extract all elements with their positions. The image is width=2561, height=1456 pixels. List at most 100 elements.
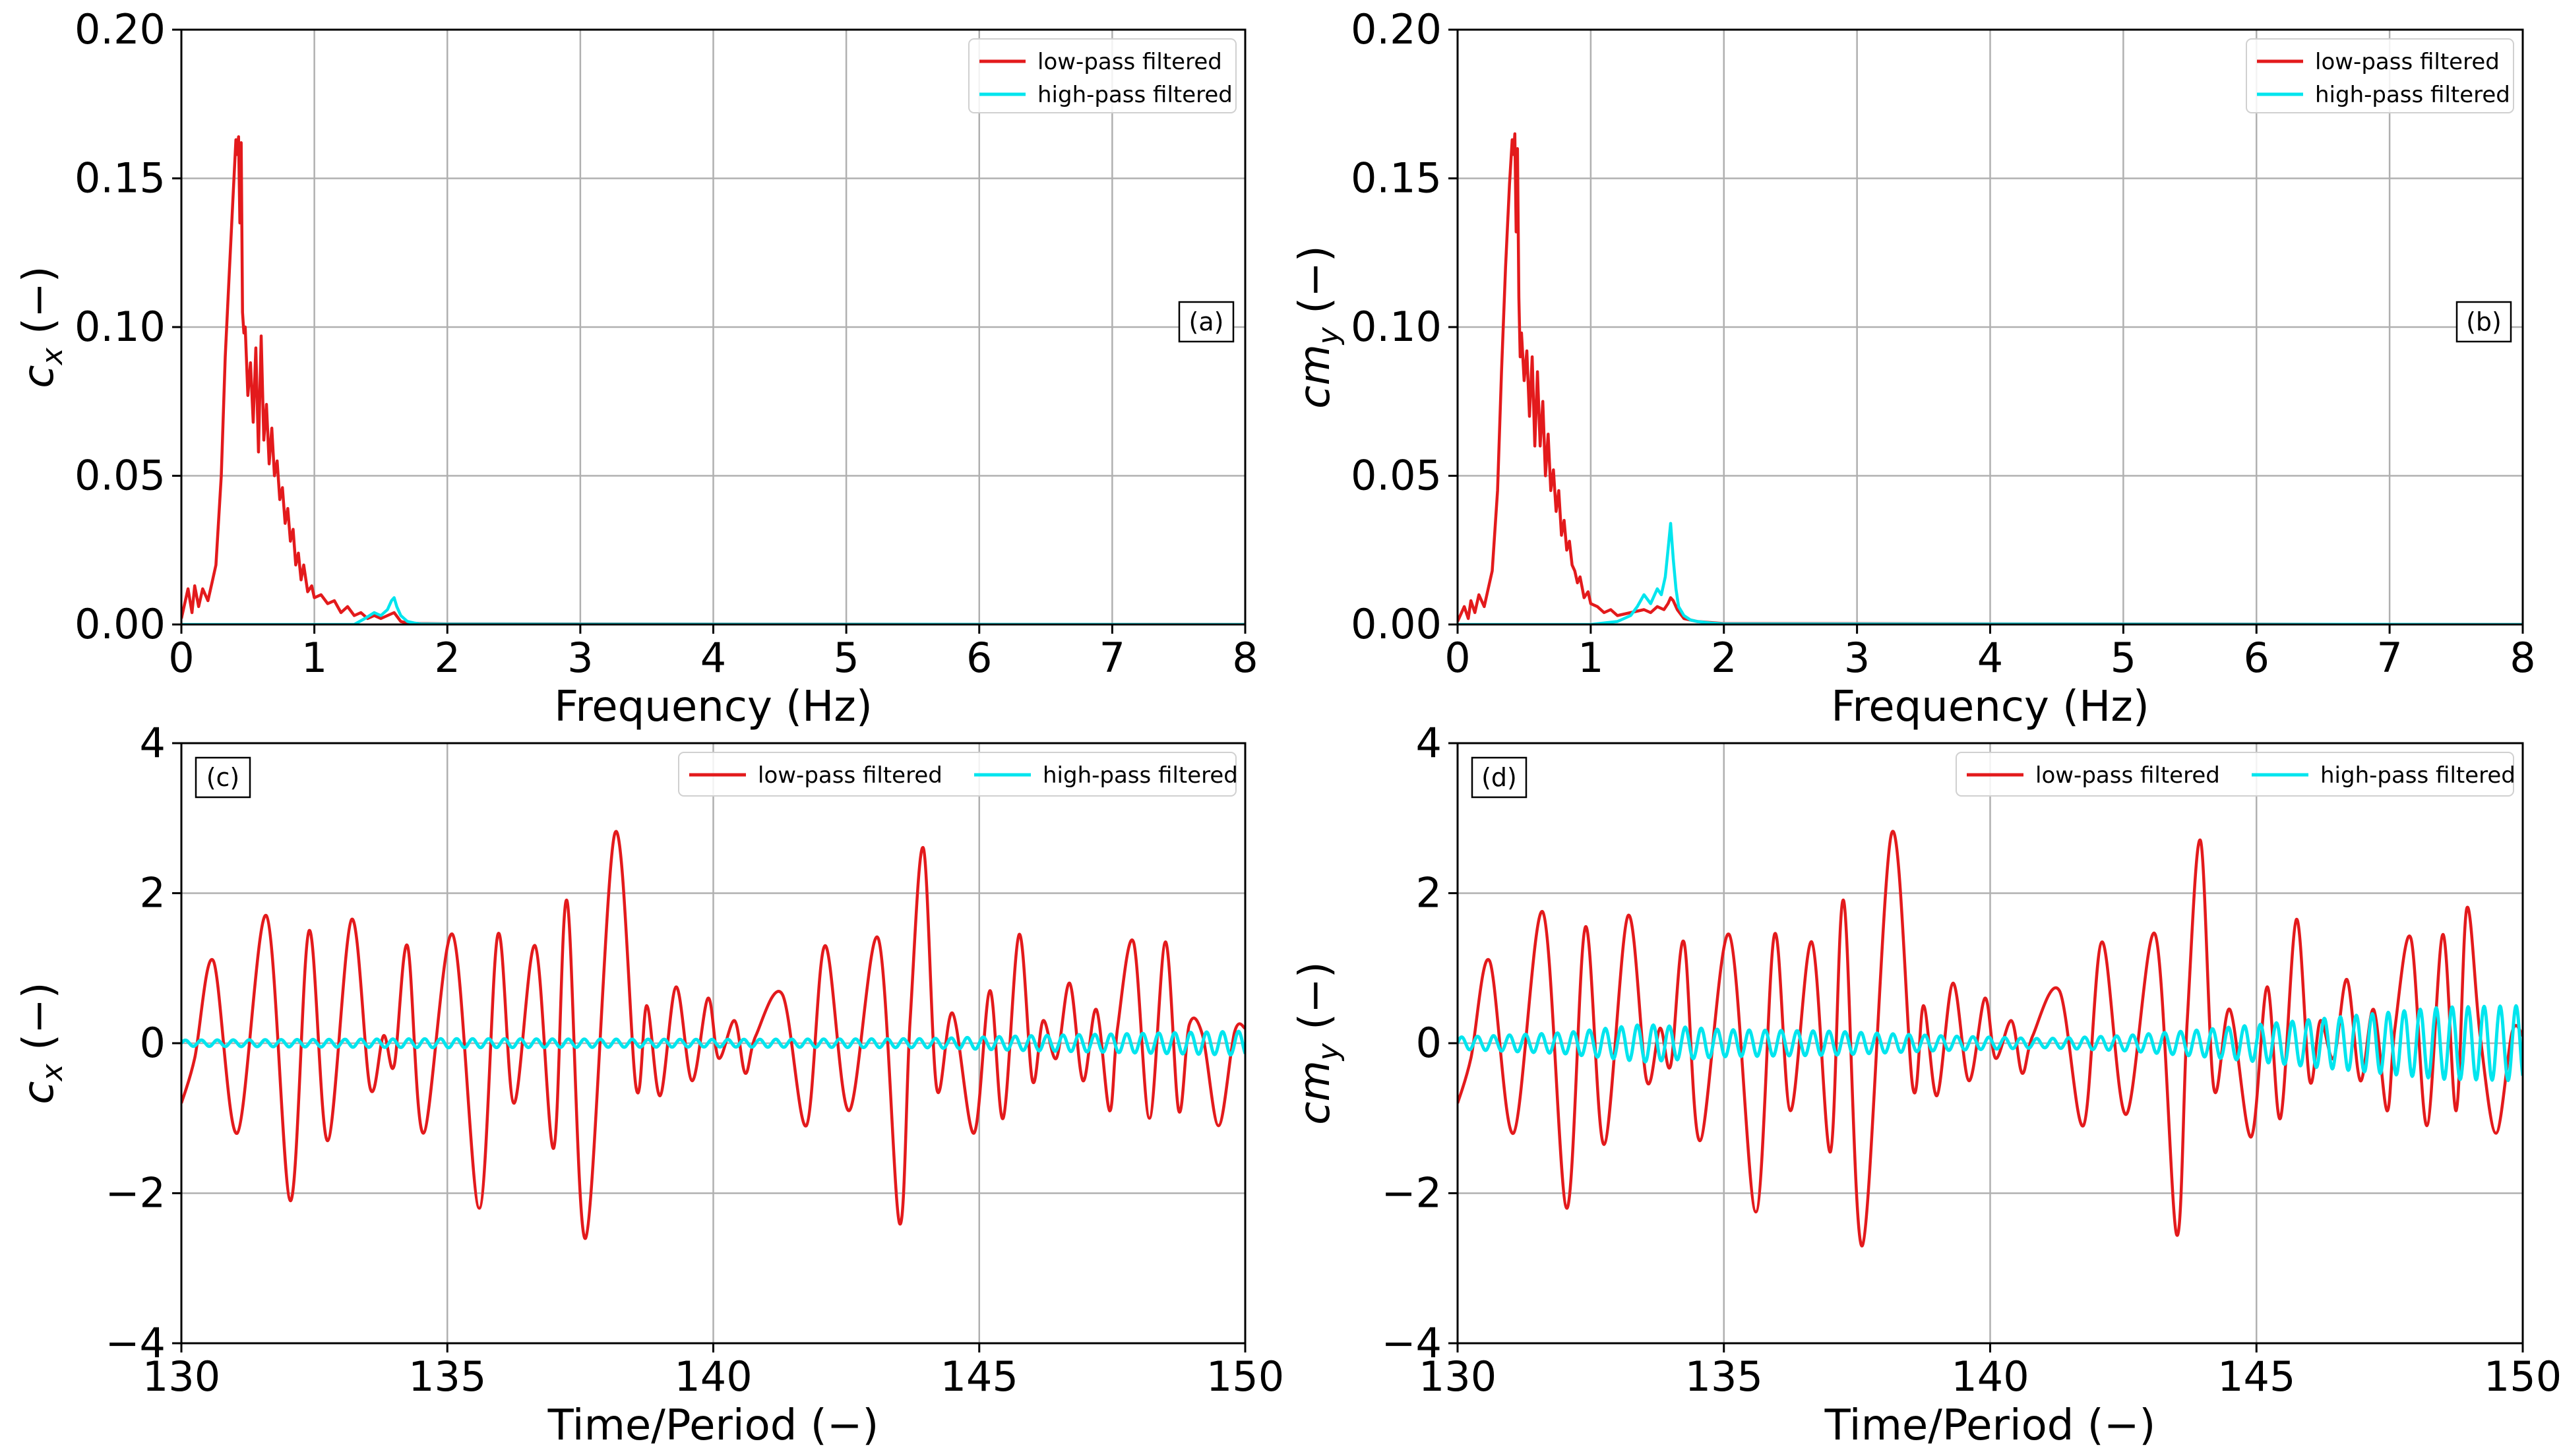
panel-label-text: (b) — [2466, 307, 2502, 336]
y-axis-label-main: c — [15, 1081, 63, 1104]
legend-label: low-pass filtered — [758, 762, 942, 789]
y-tick-label: 0 — [140, 1019, 166, 1067]
x-tick-label: 1 — [1578, 634, 1603, 682]
x-tick-label: 4 — [700, 634, 726, 682]
chart-panel-d: 130 135 140 145 150 −4 −2 0 2 4 Time/Period (−) cmy… — [1291, 719, 2561, 1450]
x-tick-label: 150 — [2484, 1352, 2561, 1401]
y-axis-label-unit: (−) — [15, 266, 63, 348]
y-tick-label: 2 — [140, 869, 166, 917]
y-tick-label: −4 — [106, 1319, 166, 1367]
y-axis-label-unit: (−) — [15, 982, 63, 1064]
y-tick-label: 4 — [140, 719, 166, 767]
chart-panel-b: 0 1 2 3 4 5 6 7 8 0.00 0.05 0.10 0.15 0.20 Frequency (… — [1291, 5, 2536, 731]
axes-frame — [180, 742, 1247, 1345]
y-tick-label: 0.00 — [1351, 600, 1442, 648]
x-tick-label: 145 — [941, 1352, 1018, 1401]
chart-panel-a: 0 1 2 3 4 5 6 7 8 0.00 0.05 0.10 0.15 0.20 Frequency (… — [15, 5, 1258, 731]
x-tick-label: 2 — [1711, 634, 1737, 682]
x-tick-label: 145 — [2217, 1352, 2295, 1401]
legend-frame — [678, 752, 1237, 797]
panel-label-text: (d) — [1481, 763, 1517, 792]
series-line-high-pass — [1458, 522, 2523, 624]
y-tick-label: 0.20 — [75, 5, 166, 53]
y-tick-label: 0.00 — [75, 600, 166, 648]
x-tick-label: 5 — [833, 634, 859, 682]
x-tick-label: 6 — [2244, 634, 2269, 682]
y-axis-label-sub: y — [1312, 1043, 1345, 1062]
x-tick-label: 135 — [1685, 1352, 1763, 1401]
panel-label-box — [2455, 301, 2512, 343]
legend-label: low-pass filtered — [1037, 49, 1222, 75]
y-tick-label: 0.05 — [75, 452, 166, 500]
legend-label: high-pass filtered — [2320, 762, 2515, 789]
panel-label-box — [195, 756, 251, 799]
y-tick-label: 0.10 — [1351, 303, 1442, 351]
y-axis-label: cx (−) — [15, 982, 69, 1104]
x-axis-label: Frequency (Hz) — [554, 682, 873, 731]
y-tick-label: 0.05 — [1351, 452, 1442, 500]
x-tick-label: 8 — [2510, 634, 2535, 682]
legend-label: low-pass filtered — [2315, 49, 2500, 75]
series-line-low-pass — [181, 830, 1245, 1240]
legend-label: high-pass filtered — [1037, 82, 1233, 108]
legend-label: high-pass filtered — [1043, 762, 1238, 789]
x-tick-label: 2 — [435, 634, 460, 682]
y-axis-label-sub: y — [1312, 326, 1345, 346]
legend: low-pass filtered high-pass filtered — [678, 752, 1238, 797]
legend: low-pass filtered high-pass filtered — [968, 38, 1237, 113]
x-tick-label: 8 — [1232, 634, 1258, 682]
x-tick-label: 6 — [966, 634, 992, 682]
series-line-low-pass — [181, 135, 1245, 624]
series-line-high-pass — [181, 1029, 1245, 1057]
panel-label: (b) — [2455, 301, 2512, 343]
x-tick-label: 140 — [674, 1352, 752, 1401]
x-axis-label: Time/Period (−) — [547, 1401, 879, 1450]
x-tick-label: 7 — [1099, 634, 1125, 682]
y-axis-label-main: c — [15, 365, 63, 388]
y-tick-label: 2 — [1416, 869, 1442, 917]
x-tick-label: 4 — [1977, 634, 2003, 682]
axes-frame — [1456, 742, 2524, 1345]
legend-label: high-pass filtered — [2315, 82, 2510, 108]
panel-label: (a) — [1178, 301, 1235, 343]
legend-frame — [1956, 752, 2514, 797]
x-tick-label: 135 — [408, 1352, 486, 1401]
legend: low-pass filtered high-pass filtered — [1956, 752, 2515, 797]
panel-label-text: (a) — [1189, 307, 1224, 336]
series-line-high-pass — [1458, 1004, 2523, 1082]
legend-frame — [2246, 38, 2514, 113]
y-axis-label-sub: x — [36, 1063, 69, 1082]
y-tick-label: 0.20 — [1351, 5, 1442, 53]
series-line-low-pass — [1458, 132, 2523, 624]
x-tick-label: 130 — [1419, 1352, 1496, 1401]
panel-label-box — [1178, 301, 1235, 343]
y-tick-label: −2 — [1382, 1169, 1442, 1217]
x-tick-label: 150 — [1206, 1352, 1284, 1401]
x-tick-label: 3 — [1844, 634, 1870, 682]
y-axis-label-main: cm — [1291, 1060, 1340, 1125]
chart-panel-c: 130 135 140 145 150 −4 −2 0 2 4 Time/Period (−) cx … — [15, 719, 1284, 1450]
y-tick-label: 0.15 — [75, 154, 166, 202]
y-axis-label: cmy (−) — [1291, 245, 1345, 408]
x-tick-label: 130 — [142, 1352, 220, 1401]
y-axis-label-unit: (−) — [1291, 245, 1340, 327]
panel-label-box — [1471, 756, 1527, 799]
y-tick-label: 0.10 — [75, 303, 166, 351]
panel-label: (c) — [195, 756, 251, 799]
y-axis-label-main: cm — [1291, 344, 1340, 409]
y-tick-label: 0.15 — [1351, 154, 1442, 202]
y-tick-label: −2 — [106, 1169, 166, 1217]
axes-frame — [1456, 28, 2524, 626]
x-tick-label: 7 — [2376, 634, 2402, 682]
legend: low-pass filtered high-pass filtered — [2246, 38, 2514, 113]
y-tick-label: 4 — [1416, 719, 1442, 767]
x-axis-label: Time/Period (−) — [1824, 1401, 2156, 1450]
y-axis-label: cmy (−) — [1291, 961, 1345, 1124]
plot-area — [181, 830, 1245, 1240]
x-tick-label: 1 — [301, 634, 327, 682]
panel-label-text: (c) — [206, 763, 240, 792]
y-axis-label-sub: x — [36, 347, 69, 366]
plot-area — [1458, 132, 2523, 624]
legend-frame — [968, 38, 1237, 113]
